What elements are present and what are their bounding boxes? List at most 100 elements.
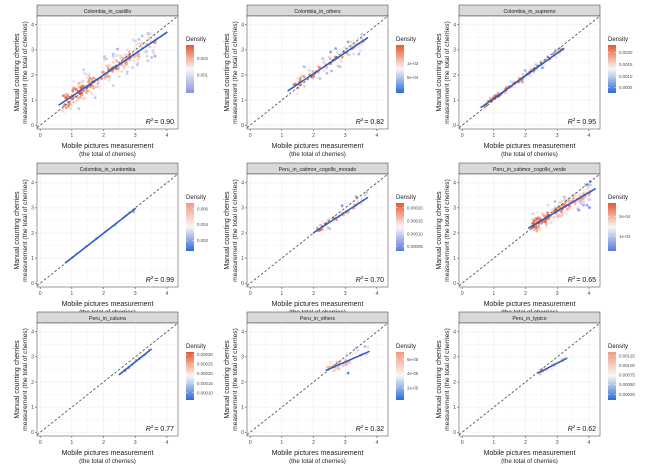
plot-marks [37,323,178,436]
x-tick-label: 1 [280,440,283,446]
plot-area [458,322,601,437]
data-point [525,76,529,80]
x-axis-label-sub: (the total of cherries) [79,151,136,158]
data-point [541,64,545,68]
data-point [577,205,581,209]
data-point [99,85,103,88]
r-squared-value: = 0.62 [576,426,596,433]
data-point [77,81,81,85]
legend-tick-label: 0.006 [197,206,209,211]
y-tick-label: 2 [31,380,34,386]
data-point [561,212,564,216]
r-squared-exponent: 2 [361,117,364,122]
data-point [119,54,123,58]
data-point [340,204,344,208]
legend-tick-label: 4e-05 [407,371,419,376]
data-point [509,80,513,83]
data-point [556,214,560,218]
y-axis-label-sub: measurement (the total of cherries) [444,179,451,282]
x-tick-label: 4 [375,291,378,297]
data-point [89,91,93,95]
data-point [69,107,73,110]
y-tick-label: 0 [453,281,456,287]
data-point [85,91,88,94]
data-point [122,64,126,68]
data-point [504,91,508,94]
facet-title: Colombia_in_others [294,9,341,15]
y-tick-label: 1 [453,256,456,262]
data-point [326,226,330,229]
identity-line [459,174,600,287]
data-point [89,85,93,89]
data-point [71,89,75,93]
y-axis-label-sub: measurement (the total of cherries) [444,328,451,431]
data-point [534,226,538,230]
r-squared-symbol: R [568,426,573,433]
legend-tick-label: 0.0020 [619,50,633,55]
y-axis-label-sub: measurement (the total of cherries) [22,179,29,282]
data-point [536,217,539,221]
data-point [154,45,158,48]
y-axis-label: Manual counting cherries [14,191,21,270]
legend-colorbar [396,45,404,93]
y-tick-label: 2 [453,380,456,386]
data-point [528,73,532,77]
x-axis-label: Mobile pictures measurement [484,143,576,150]
data-point [354,195,358,199]
data-point [140,34,144,38]
data-point [134,39,137,43]
data-point [100,62,104,66]
x-tick-label: 2 [524,440,527,446]
data-point [322,69,326,72]
data-point [71,87,75,91]
identity-line [247,323,388,436]
data-point [560,199,564,203]
data-point [356,199,360,203]
facet-title: Colombia_in_castillo [84,9,132,15]
data-point [353,351,357,354]
legend-tick-label: 2e-05 [407,386,419,391]
data-point [105,64,109,68]
data-point [549,221,553,224]
data-point [103,55,106,58]
data-point [321,60,325,64]
data-point [546,221,550,225]
data-point [580,188,584,191]
data-point [335,50,339,54]
x-tick-label: 2 [312,133,315,139]
x-axis-label: Mobile pictures measurement [62,143,154,150]
data-point [145,54,149,58]
r-squared-symbol: R [146,277,151,284]
r-squared-value: = 0.70 [364,277,384,284]
y-tick-label: 3 [453,355,456,361]
data-point [558,201,562,205]
plot-marks [247,16,388,129]
r-squared-exponent: 2 [151,117,154,122]
data-point [532,64,536,68]
x-tick-label: 4 [165,133,168,139]
legend-tick-label: 0.001 [197,72,209,77]
data-point [358,49,362,53]
x-tick-label: 1 [492,133,495,139]
data-point [151,49,155,53]
legend-tick-label: 0.00050 [619,382,635,387]
data-point [573,202,577,206]
data-point [565,211,568,215]
x-tick-label: 4 [165,440,168,446]
regression-line [64,207,137,264]
x-tick-label: 1 [70,440,73,446]
y-tick-label: 1 [453,405,456,411]
facet-title: Peru_in_caturra [89,316,126,322]
data-point [146,59,150,63]
legend-tick-label: 0.00010 [407,231,423,236]
r-squared-label: R2= 0.70 [356,275,384,284]
data-point [82,68,86,72]
plot-area [458,173,601,288]
x-tick-label: 0 [461,133,464,139]
y-tick-label: 4 [241,330,244,336]
legend-tick-label: 0.0015 [619,62,633,67]
plot-marks [459,323,600,436]
data-point [83,72,87,76]
data-point [577,193,581,197]
legend-tick-label: 1e-04 [619,234,631,239]
